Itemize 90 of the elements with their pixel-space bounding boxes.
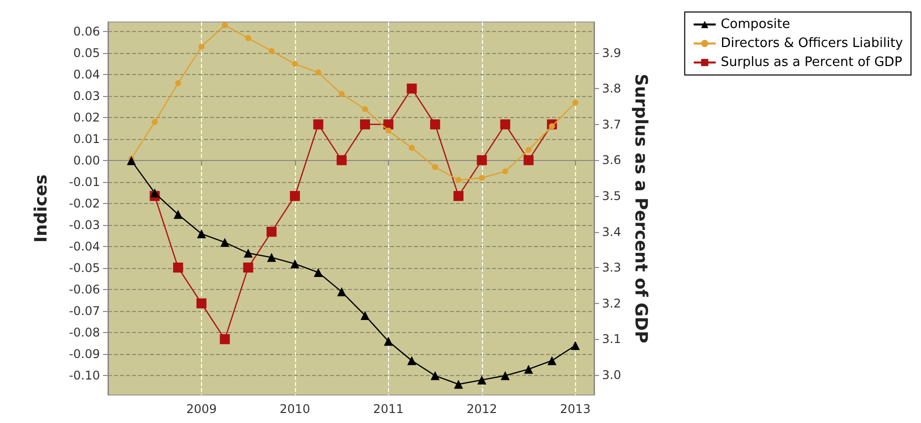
y-tick-label: 0.02	[73, 110, 100, 125]
y2-tick-label: 3.5	[602, 188, 622, 203]
x-tick-label: 2013	[560, 402, 591, 416]
y-tick-label: -0.08	[68, 326, 100, 340]
point	[314, 268, 323, 277]
point	[220, 238, 230, 247]
point	[455, 177, 462, 184]
point	[196, 298, 206, 308]
point	[526, 146, 532, 153]
y2-tick-label: 3.2	[602, 296, 622, 310]
point	[572, 100, 578, 106]
point	[360, 310, 370, 320]
y-tick-label: -0.07	[68, 304, 100, 318]
point	[243, 262, 254, 273]
point	[220, 334, 230, 344]
y-tick-label: 0.05	[73, 46, 100, 60]
point	[500, 371, 510, 380]
point	[245, 35, 252, 42]
point	[337, 287, 346, 296]
point	[338, 91, 345, 98]
y-tick-label: -0.02	[68, 196, 100, 211]
point	[385, 128, 392, 134]
point	[384, 336, 393, 346]
y-tick-label: 0.03	[73, 89, 100, 104]
y2-tick-label: 3.9	[602, 46, 622, 60]
point	[360, 119, 370, 130]
point	[175, 80, 182, 86]
y-tick-label: -0.05	[68, 261, 100, 276]
point	[476, 155, 487, 166]
point	[408, 144, 415, 151]
point	[313, 119, 324, 130]
x-tick-label: 2009	[186, 402, 217, 416]
point	[524, 364, 534, 374]
legend-label: Composite	[720, 17, 790, 32]
y-tick-label: -0.10	[68, 368, 100, 383]
point	[453, 190, 464, 201]
y2-axis-title: Surplus as a Percent of GDP	[630, 74, 650, 344]
y2-tick-label: 3.6	[602, 153, 622, 168]
point	[570, 341, 580, 350]
point	[290, 190, 300, 201]
point	[362, 106, 368, 112]
y2-tick-label: 3.8	[602, 82, 622, 96]
y2-tick-label: 3.7	[602, 117, 622, 132]
point	[502, 168, 508, 174]
y-tick-label: 0.06	[73, 24, 100, 39]
point	[292, 60, 298, 67]
y-tick-label: 0.04	[73, 68, 100, 82]
y2-tick-label: 3.3	[602, 260, 622, 275]
point	[152, 118, 158, 125]
point	[478, 174, 485, 181]
legend-label: Surplus as a Percent of GDP	[720, 55, 902, 70]
y-tick-label: 0.00	[73, 154, 100, 168]
y-tick-label: -0.01	[68, 175, 100, 190]
y-tick-label: -0.03	[68, 218, 100, 232]
y-tick-label: -0.06	[68, 282, 100, 297]
point	[222, 22, 228, 28]
x-tick-label: 2012	[466, 402, 498, 416]
point	[174, 210, 183, 219]
legend-label: Directors & Officers Liability	[720, 36, 904, 51]
point	[407, 356, 416, 366]
y-axis-title: Indices	[32, 174, 52, 243]
x-tick-label: 2010	[280, 402, 310, 416]
point	[268, 48, 275, 54]
point	[315, 70, 322, 76]
point	[432, 164, 438, 170]
point	[524, 155, 534, 166]
y-tick-label: -0.04	[68, 240, 100, 254]
point	[244, 248, 253, 258]
point	[267, 252, 276, 262]
point	[406, 84, 417, 94]
y-tick-label: 0.01	[73, 132, 100, 146]
point	[126, 156, 136, 166]
y-tick-label: -0.09	[68, 347, 100, 362]
y2-tick-label: 3.1	[602, 332, 622, 346]
point	[266, 226, 277, 237]
point	[454, 380, 463, 389]
point	[547, 356, 556, 366]
point	[430, 371, 440, 380]
point	[173, 262, 184, 273]
point	[336, 155, 347, 166]
point	[477, 375, 486, 384]
y2-tick-label: 3.4	[602, 224, 622, 239]
point	[500, 119, 510, 130]
y2-tick-label: 3.0	[602, 368, 622, 382]
point	[150, 188, 160, 198]
point	[430, 119, 440, 130]
point	[290, 259, 300, 268]
point	[196, 229, 206, 238]
point	[198, 44, 204, 50]
x-tick-label: 2011	[373, 402, 404, 416]
